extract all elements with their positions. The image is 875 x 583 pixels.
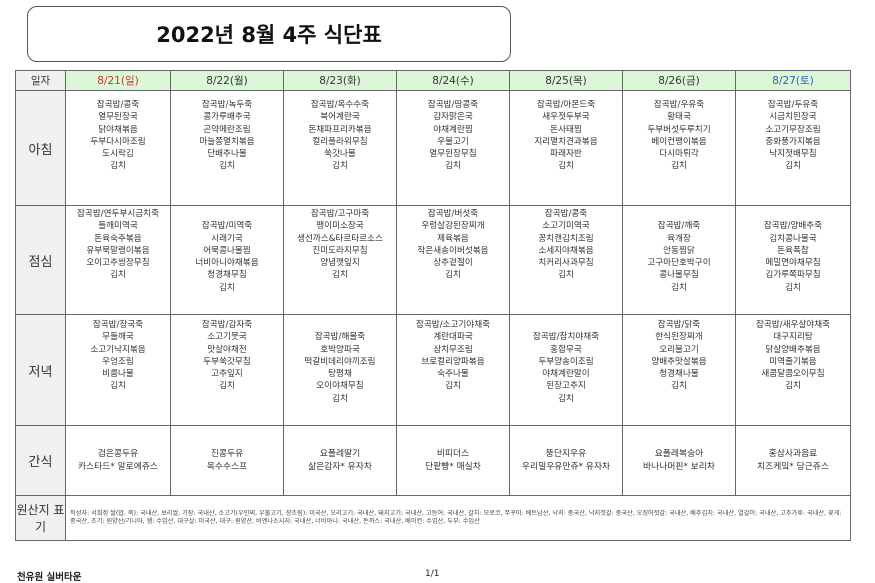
day-header: 8/27(토) [735,70,851,91]
meal-label: 아침 [15,90,66,206]
menu-cell: 잡곡밥/연두부시금치죽 들깨미역국 돈육숙주볶음 유부묵말랭이볶음 오이고추쌈장… [65,205,171,315]
menu-cell: 잡곡밥/소고기야채죽 계란대파국 삼치무조림 브로컬리양파볶음 숙주나물 김치 [396,314,510,426]
menu-cell: 검은콩두유 카스타드* 알로에쥬스 [65,425,171,496]
day-header: 8/26(금) [622,70,736,91]
menu-cell: 잡곡밥/버섯죽 우렁살강된장찌개 제육볶음 작은새송이버섯볶음 상추겉절이 김치 [396,205,510,315]
menu-cell: 홍삼사과음료 치즈케잌* 당근쥬스 [735,425,851,496]
origin-label: 원산지 표기 [15,495,66,541]
day-header: 8/23(화) [283,70,397,91]
menu-cell: 잡곡밥/아몬드죽 새우젓두부국 돈사태찜 지리멸치견과볶음 파래자반 김치 [509,90,623,206]
meal-label: 저녁 [15,314,66,426]
menu-cell: 잡곡밥/땅콩죽 감자맑은국 야채계란찜 우불고기 열무된장무침 김치 [396,90,510,206]
menu-cell: 잡곡밥/미역죽 시래기국 어묵콩나물찜 너비아니야채볶음 청경채무침 김치 [170,205,284,315]
menu-cell: 진콩두유 옥수수스프 [170,425,284,496]
menu-cell: 요플레복숭아 바나나머핀* 보리차 [622,425,736,496]
origin-row: 원산지 표기 작성자: 서희정 쌀(밥, 죽): 국내산, 보리쌀, 기장: 국내… [15,495,851,541]
meal-label: 간식 [15,425,66,496]
menu-cell: 잡곡밥/콩죽 소고기미역국 꽁치캔김치조림 소세지야채볶음 치커리사과무침 김치 [509,205,623,315]
meal-row-snack: 간식 검은콩두유 카스타드* 알로에쥬스 진콩두유 옥수수스프 요플레딸기 삶은감자*… [15,425,851,496]
title-box: 2022년 8월 4주 식단표 [27,6,511,62]
origin-text: 작성자: 서희정 쌀(밥, 죽): 국내산, 보리쌀, 기장: 국내산, 소고기… [65,495,851,541]
menu-cell: 잡곡밥/두유죽 시금치된장국 소고기무장조림 중화풍가지볶음 낙지젓배무침 김치 [735,90,851,206]
meal-row-lunch: 점심 잡곡밥/연두부시금치죽 들깨미역국 돈육숙주볶음 유부묵말랭이볶음 오이고추… [15,205,851,315]
header-row: 일자 8/21(일) 8/22(월) 8/23(화) 8/24(수) 8/25(목) 8/… [15,70,851,91]
menu-cell: 잡곡밥/닭죽 한식된장찌개 오리불고기 양배추맛살볶음 청경채나물 김치 [622,314,736,426]
meal-row-dinner: 저녁 잡곡밥/장국죽 무들깨국 소고기낙지볶음 우엉조림 비름나물 김치 잡곡밥/감… [15,314,851,426]
menu-cell: 잡곡밥/녹두죽 콩가루배추국 곤약메란조림 마늘쫑멸치볶음 단배추나물 김치 [170,90,284,206]
day-header: 8/21(일) [65,70,171,91]
menu-cell: 잡곡밥/고구마죽 팽이미소장국 생선까스&타르타르소스 진미도라지무침 양념깻잎… [283,205,397,315]
menu-cell: 잡곡밥/감자죽 소고기뭇국 맛살야채전 두부쑥갓무침 고추잎지 김치 [170,314,284,426]
menu-cell: 잡곡밥/장국죽 무들깨국 소고기낙지볶음 우엉조림 비름나물 김치 [65,314,171,426]
menu-cell: 잡곡밥/깨죽 육개장 안동찜닭 고구마단호박구이 콩나물무침 김치 [622,205,736,315]
footer-org: 천유원 실버타운 [17,572,82,583]
menu-cell: 잡곡밥/콩죽 열무된장국 닭야채볶음 두부다시마조림 도시락김 김치 [65,90,171,206]
meal-row-breakfast: 아침 잡곡밥/콩죽 열무된장국 닭야채볶음 두부다시마조림 도시락김 김치 잡곡밥/… [15,90,851,206]
date-label: 일자 [15,70,66,91]
menu-cell: 잡곡밥/참치야채죽 홍합무국 두부양송이조림 야채계란말이 된장고추지 김치 [509,314,623,426]
page-number: 1/1 [425,569,440,579]
day-header: 8/24(수) [396,70,510,91]
menu-table: 일자 8/21(일) 8/22(월) 8/23(화) 8/24(수) 8/25(목) 8/… [15,70,851,541]
menu-cell: 잡곡밥/해물죽 호박양파국 떡갈비데리야끼조림 탕평채 오이야채무침 김치 [283,314,397,426]
menu-cell: 잡곡밥/우유죽 황태국 두부버섯두루치기 베이컨팽이볶음 다시마튀각 김치 [622,90,736,206]
day-header: 8/25(목) [509,70,623,91]
menu-cell: 잡곡밥/새우살야채죽 대구지리탕 닭살양배추볶음 미역줄기볶음 새콤달콤오이무침… [735,314,851,426]
meal-label: 점심 [15,205,66,315]
menu-cell: 잡곡밥/옥수수죽 북어계란국 돈채파프리카볶음 컬리플라워무침 쑥갓나물 김치 [283,90,397,206]
menu-cell: 뚱단지우유 우리밀우유만쥬* 유자차 [509,425,623,496]
menu-cell: 잡곡밥/양배추죽 김치콩나물국 돈육폭찹 메밀면야채무침 김가루쪽파무침 김치 [735,205,851,315]
menu-cell: 비피더스 단팥빵* 매실차 [396,425,510,496]
page-title: 2022년 8월 4주 식단표 [156,23,382,47]
menu-cell: 요플레딸기 삶은감자* 유자차 [283,425,397,496]
day-header: 8/22(월) [170,70,284,91]
